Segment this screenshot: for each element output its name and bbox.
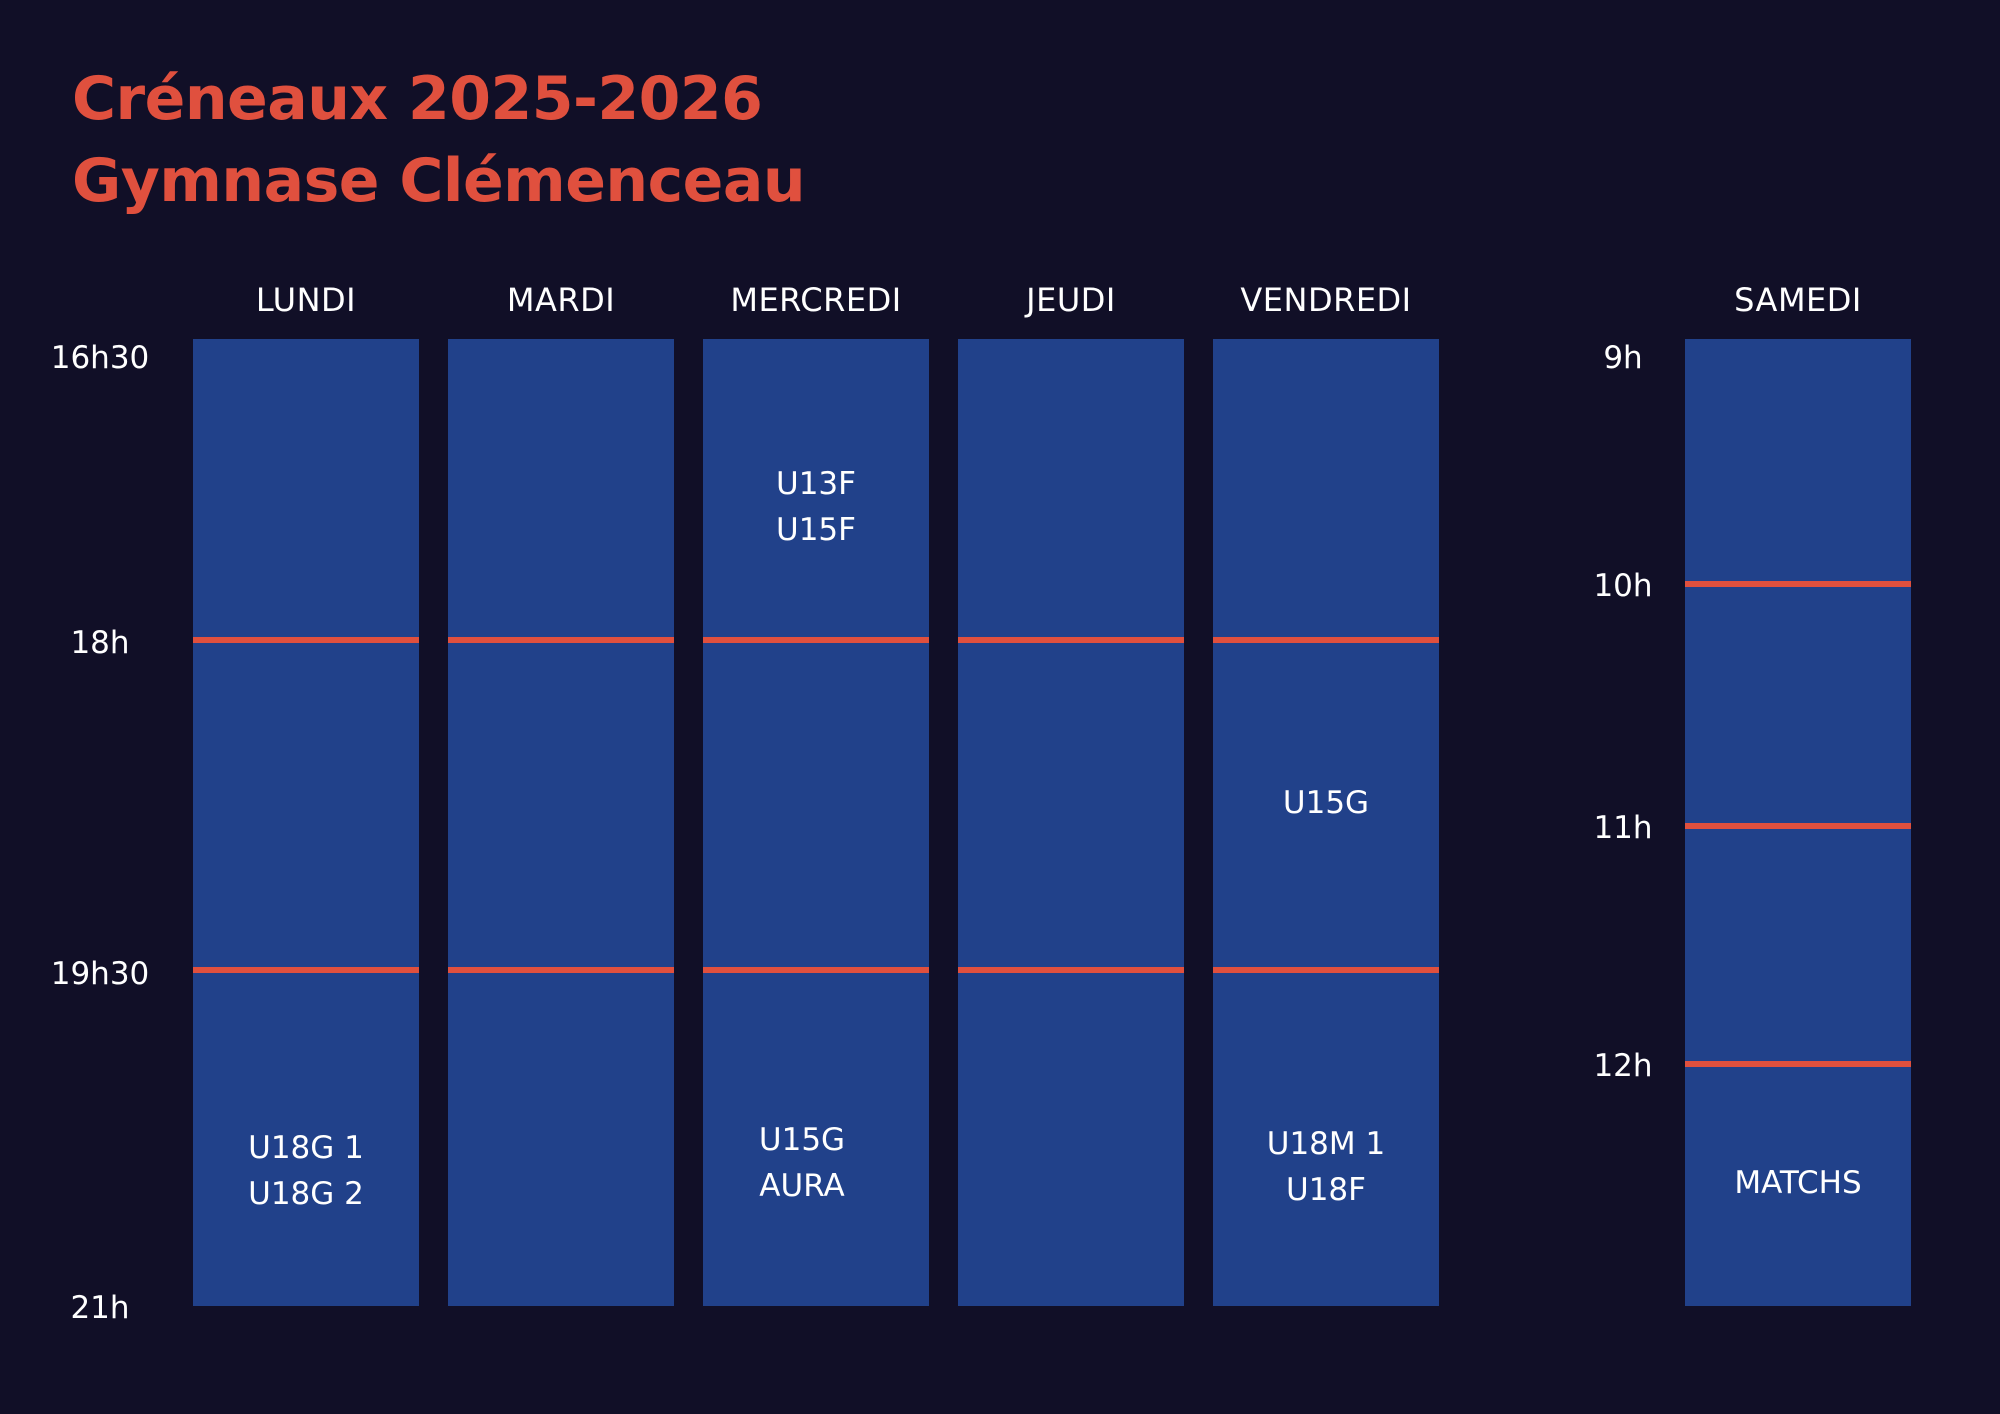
slot-separator-12h xyxy=(1685,1061,1911,1067)
day-column-mercredi: U13F U15F U15G AURA xyxy=(703,339,929,1306)
slot-separator-18h xyxy=(193,637,419,643)
slot-separator-18h xyxy=(958,637,1184,643)
slot-label-vendredi-19h30: U18M 1 U18F xyxy=(1213,1121,1439,1213)
time-label-11h: 11h xyxy=(1593,810,1653,846)
title-line-2: Gymnase Clémenceau xyxy=(72,146,806,216)
slot-separator-18h xyxy=(1213,637,1439,643)
slot-team: U15G xyxy=(758,1122,846,1158)
time-label-16h30: 16h30 xyxy=(50,340,150,376)
day-column-lundi: U18G 1 U18G 2 xyxy=(193,339,419,1306)
slot-team: U18F xyxy=(1286,1172,1366,1208)
time-label-10h: 10h xyxy=(1593,568,1653,604)
day-header-jeudi: JEUDI xyxy=(1026,281,1116,319)
time-label-12h: 12h xyxy=(1593,1048,1653,1084)
slot-separator-19h30 xyxy=(448,967,674,973)
day-header-mercredi: MERCREDI xyxy=(730,281,902,319)
day-column-samedi: MATCHS xyxy=(1685,339,1911,1306)
slot-label-lundi-19h30: U18G 1 U18G 2 xyxy=(193,1125,419,1217)
day-header-lundi: LUNDI xyxy=(255,281,357,319)
slot-label-mercredi-16h30: U13F U15F xyxy=(703,461,929,553)
slot-team: U18G 1 xyxy=(248,1130,364,1166)
slot-team: U18G 2 xyxy=(248,1176,364,1212)
slot-separator-11h xyxy=(1685,823,1911,829)
slot-team: MATCHS xyxy=(1734,1165,1862,1201)
slot-team: U15F xyxy=(776,512,856,548)
day-column-jeudi xyxy=(958,339,1184,1306)
day-header-mardi: MARDI xyxy=(506,281,616,319)
slot-label-samedi-12h: MATCHS xyxy=(1685,1160,1911,1206)
slot-separator-19h30 xyxy=(193,967,419,973)
slot-separator-19h30 xyxy=(703,967,929,973)
day-column-mardi xyxy=(448,339,674,1306)
time-label-9h: 9h xyxy=(1603,340,1643,376)
slot-label-mercredi-19h30: U15G AURA xyxy=(689,1117,915,1209)
day-header-samedi: SAMEDI xyxy=(1734,281,1862,319)
slot-separator-19h30 xyxy=(958,967,1184,973)
time-label-21h: 21h xyxy=(70,1290,130,1326)
slot-separator-19h30 xyxy=(1213,967,1439,973)
slot-label-vendredi-18h-single: U15G xyxy=(1213,780,1439,826)
slot-separator-18h xyxy=(703,637,929,643)
slot-team: U15G xyxy=(1282,785,1370,821)
day-header-vendredi: VENDREDI xyxy=(1240,281,1412,319)
time-label-18h: 18h xyxy=(70,625,130,661)
slot-team: AURA xyxy=(759,1168,845,1204)
slot-separator-10h xyxy=(1685,581,1911,587)
slot-team: U18M 1 xyxy=(1266,1126,1386,1162)
time-label-19h30: 19h30 xyxy=(50,956,150,992)
slot-team: U13F xyxy=(776,466,856,502)
page-title: Créneaux 2025-2026 Gymnase Clémenceau xyxy=(72,58,806,222)
title-line-1: Créneaux 2025-2026 xyxy=(72,64,763,134)
day-column-vendredi: U15G U18M 1 U18F xyxy=(1213,339,1439,1306)
slot-separator-18h xyxy=(448,637,674,643)
